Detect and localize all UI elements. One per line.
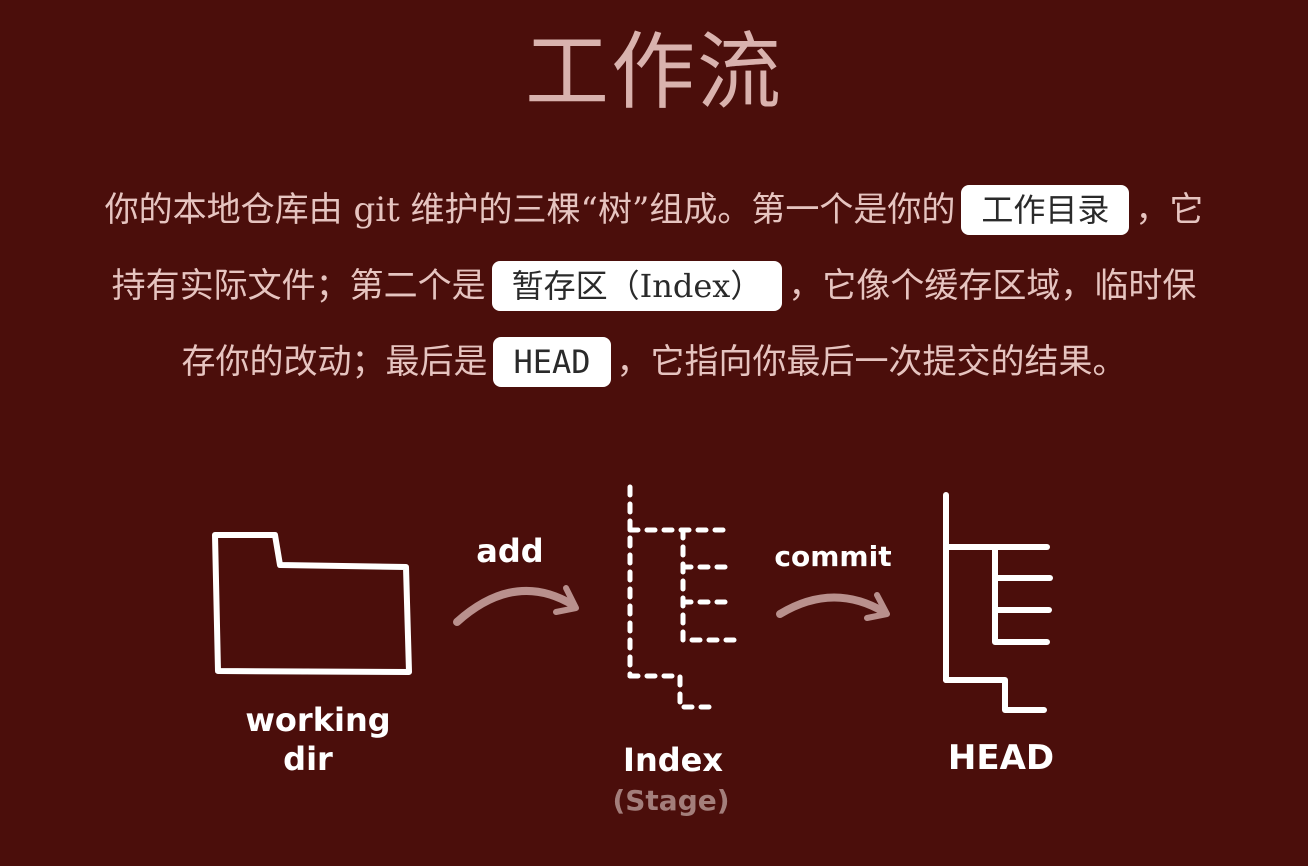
add-label: add [476, 532, 543, 570]
head-label: HEAD [948, 738, 1054, 778]
commit-label: commit [774, 540, 891, 573]
working-dir-label: working [245, 701, 390, 739]
folder-icon [212, 532, 412, 675]
paragraph-text: ，它 [1135, 190, 1204, 230]
commit-arrow-icon [776, 592, 890, 621]
paragraph-line-1: 你的本地仓库由 git 维护的三棵“树”组成。第一个是你的 工作目录 ，它 [48, 184, 1260, 236]
working-dir-label-2: dir [283, 740, 333, 778]
page-title: 工作流 [524, 23, 783, 121]
paragraph-text: ，它指向你最后一次提交的结果。 [616, 342, 1127, 382]
paragraph-line-2: 持有实际文件；第二个是 暂存区（Index） ，它像个缓存区域，临时保 [48, 260, 1260, 312]
add-arrow-icon [453, 585, 579, 626]
paragraph-text: 存你的改动；最后是 [181, 342, 488, 382]
paragraph-text: 持有实际文件；第二个是 [111, 266, 486, 306]
head-tree-icon [943, 492, 1053, 713]
paragraph-line-3: 存你的改动；最后是 HEAD ，它指向你最后一次提交的结果。 [48, 336, 1260, 388]
index-badge: 暂存区（Index） [491, 261, 783, 311]
paragraph-text: ，它像个缓存区域，临时保 [788, 266, 1197, 306]
index-tree-icon [627, 484, 740, 710]
stage-label: (Stage) [612, 784, 729, 817]
index-label: Index [623, 741, 723, 779]
head-badge: HEAD [493, 337, 611, 387]
working-dir-badge: 工作目录 [961, 185, 1130, 235]
paragraph-text: 你的本地仓库由 git 维护的三棵“树”组成。第一个是你的 [104, 190, 956, 230]
